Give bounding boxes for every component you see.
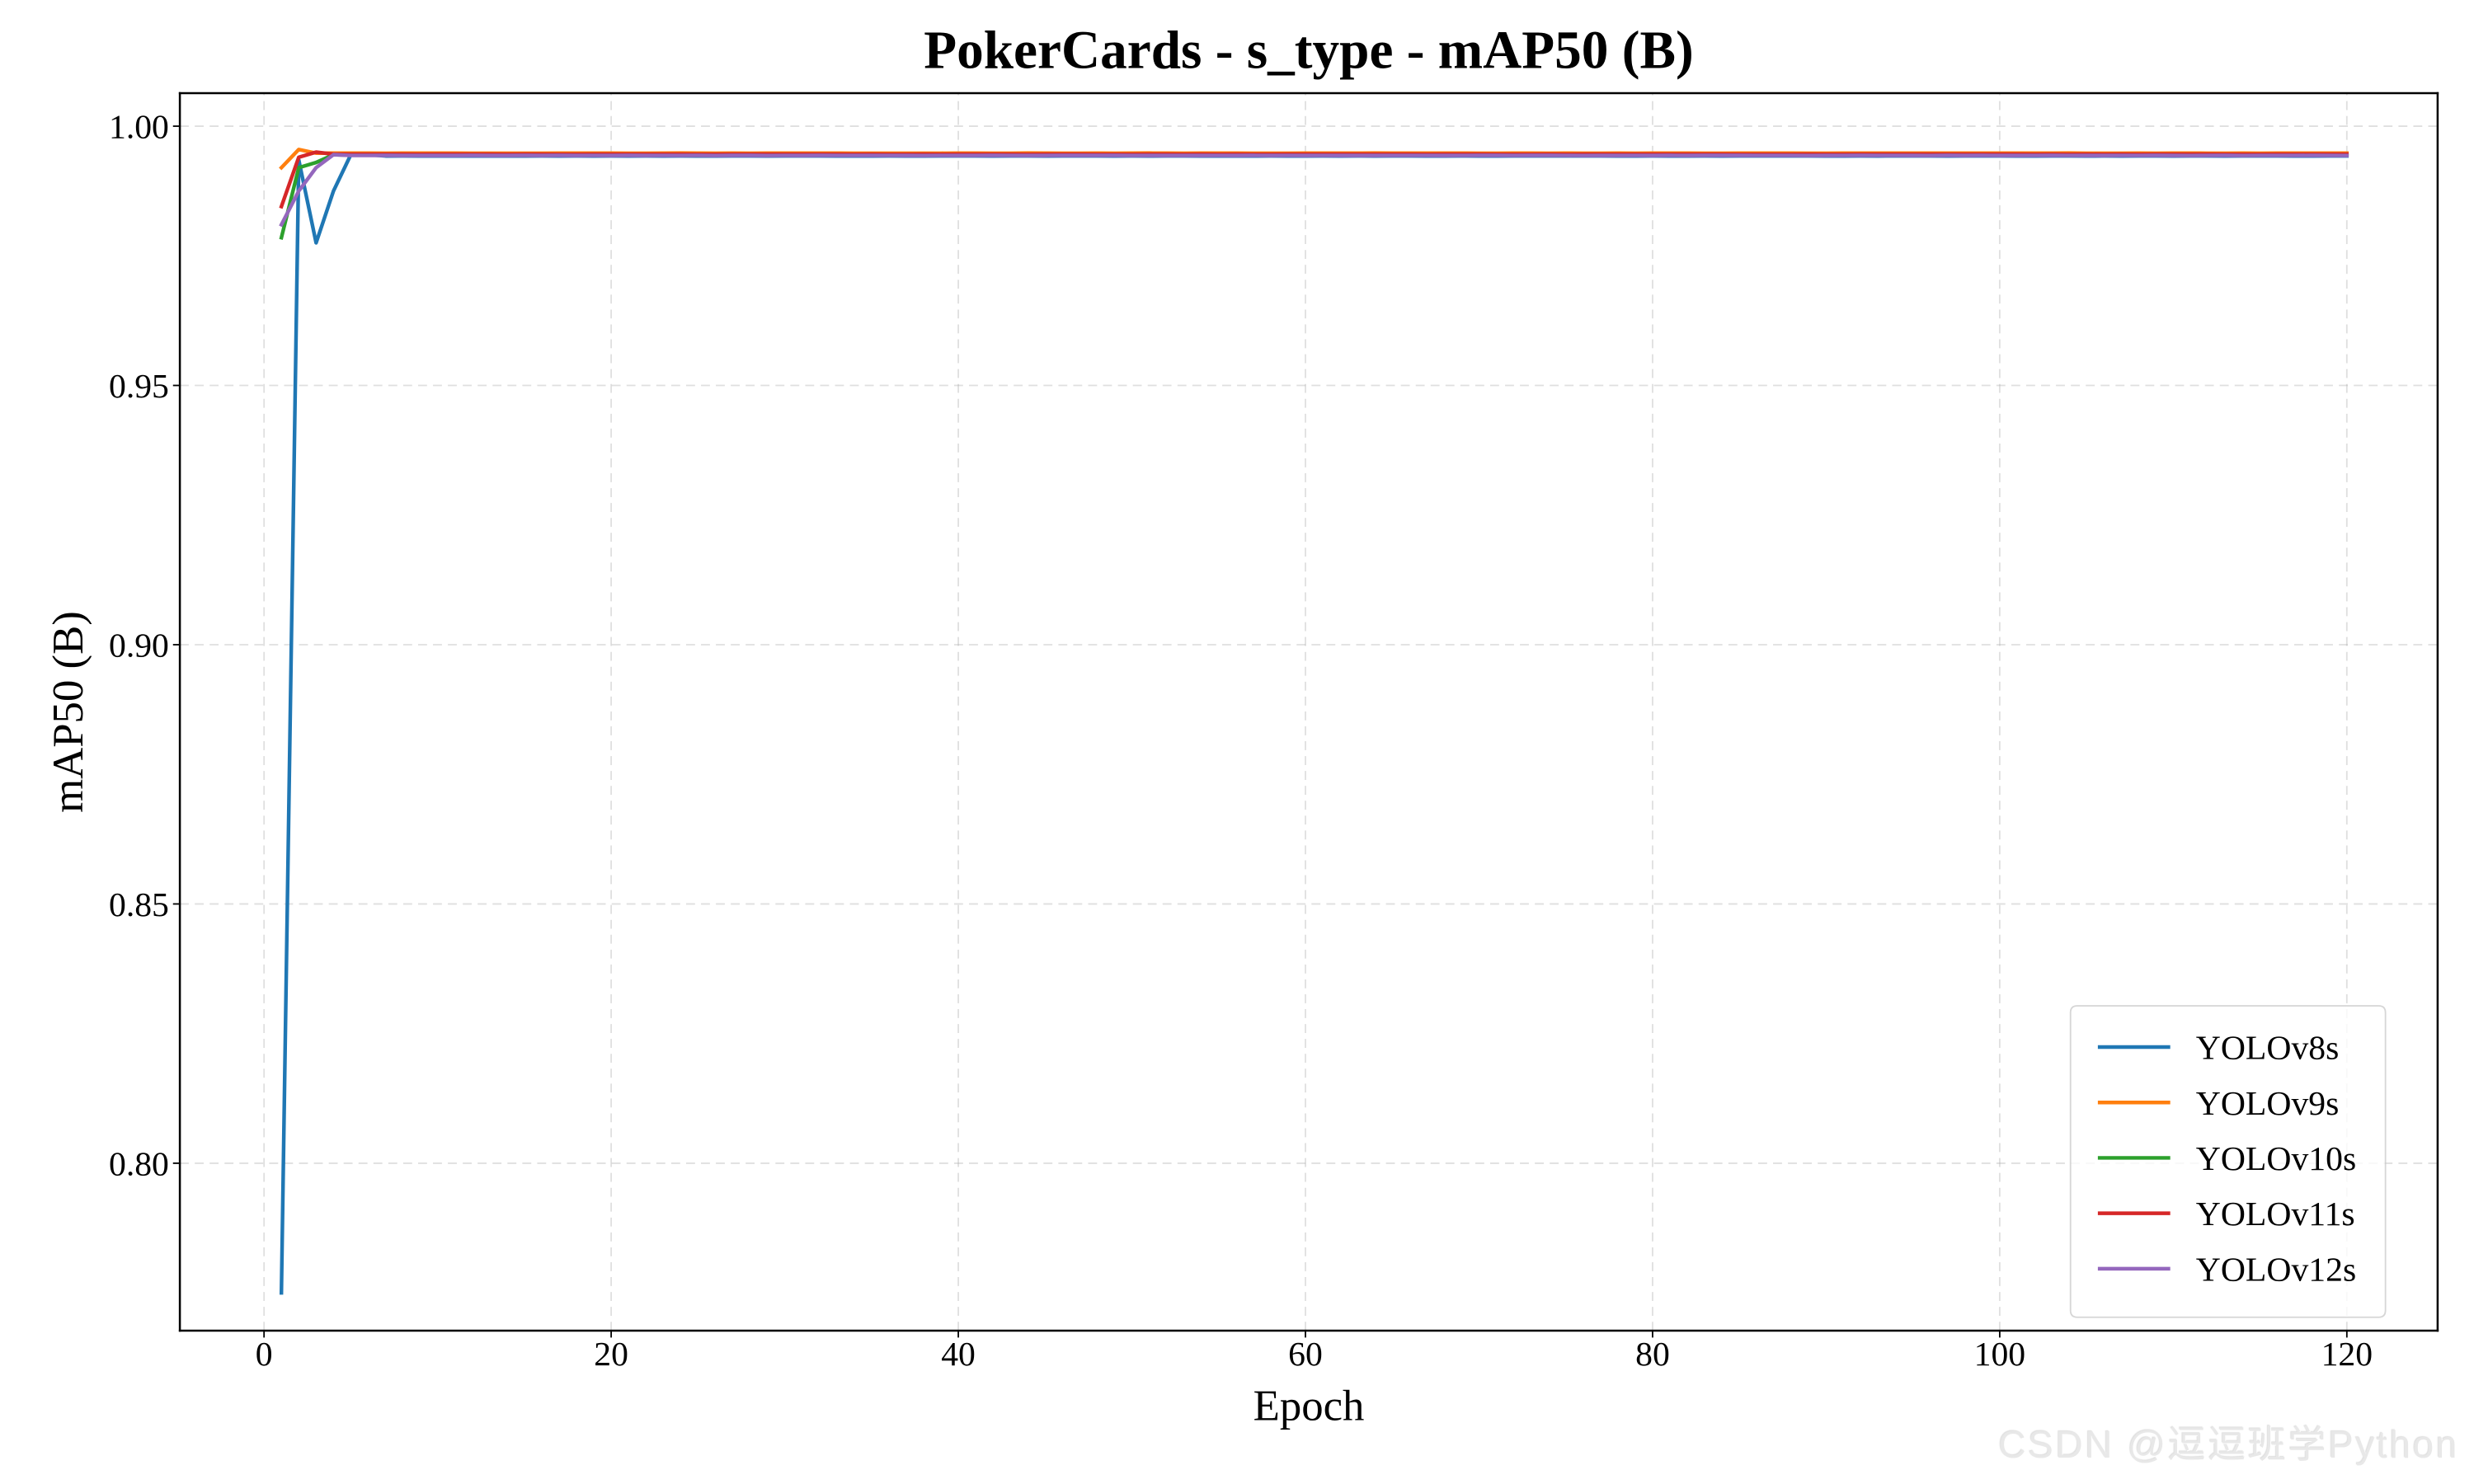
svg-text:YOLOv9s: YOLOv9s xyxy=(2196,1085,2340,1123)
svg-text:0.90: 0.90 xyxy=(109,627,169,665)
svg-text:YOLOv10s: YOLOv10s xyxy=(2196,1140,2356,1178)
svg-text:1.00: 1.00 xyxy=(109,108,169,146)
svg-text:mAP50 (B): mAP50 (B) xyxy=(45,611,92,813)
svg-text:60: 60 xyxy=(1288,1336,1323,1374)
svg-text:YOLOv8s: YOLOv8s xyxy=(2196,1030,2340,1068)
svg-text:40: 40 xyxy=(941,1336,976,1374)
svg-text:0: 0 xyxy=(256,1336,273,1374)
svg-text:0.85: 0.85 xyxy=(109,886,169,924)
svg-text:100: 100 xyxy=(1974,1336,2025,1374)
svg-text:120: 120 xyxy=(2321,1336,2373,1374)
svg-text:YOLOv11s: YOLOv11s xyxy=(2196,1195,2355,1233)
svg-text:80: 80 xyxy=(1635,1336,1670,1374)
svg-text:20: 20 xyxy=(594,1336,628,1374)
svg-text:0.95: 0.95 xyxy=(109,368,169,406)
svg-text:Epoch: Epoch xyxy=(1253,1382,1365,1430)
svg-text:0.80: 0.80 xyxy=(109,1145,169,1183)
svg-text:PokerCards - s_type - mAP50 (B: PokerCards - s_type - mAP50 (B) xyxy=(924,21,1694,80)
svg-text:YOLOv12s: YOLOv12s xyxy=(2196,1251,2356,1289)
